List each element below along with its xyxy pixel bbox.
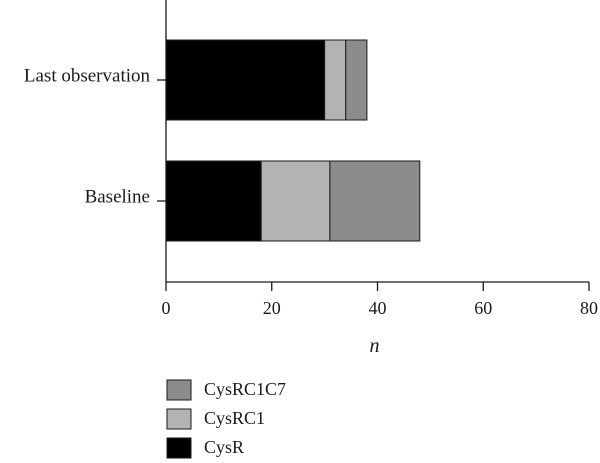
- bars-layer: [165, 39, 421, 242]
- legend-swatch-cysrc1c7: [166, 379, 192, 401]
- bar-baseline-cysr: [165, 160, 262, 242]
- legend-swatch-cysr: [166, 437, 192, 459]
- bar-last-observation-cysrc1: [324, 39, 347, 121]
- legend-swatch-cysrc1: [166, 408, 192, 430]
- axes-layer: [157, 0, 590, 291]
- bar-baseline-cysrc1: [260, 160, 331, 242]
- x-tick-label-20: 20: [263, 298, 281, 318]
- x-tick-label-0: 0: [162, 298, 171, 318]
- y-tick-label-last-observation: Last observation: [24, 65, 151, 86]
- legend: CysRC1C7 CysRC1 CysR: [166, 379, 286, 459]
- legend-label-cysrc1c7: CysRC1C7: [204, 379, 286, 399]
- x-axis-title: n: [370, 335, 380, 357]
- bar-baseline-cysrc1c7: [329, 160, 421, 242]
- y-tick-label-baseline: Baseline: [85, 186, 150, 207]
- legend-label-cysr: CysR: [204, 437, 244, 457]
- legend-label-cysrc1: CysRC1: [204, 408, 265, 428]
- bar-last-observation-cysr: [165, 39, 326, 121]
- x-tick-label-60: 60: [474, 298, 492, 318]
- labels-layer: Last observation Baseline 0 20 40 60 80 n: [24, 65, 598, 357]
- x-tick-label-80: 80: [580, 298, 598, 318]
- x-tick-label-40: 40: [369, 298, 387, 318]
- bar-last-observation-cysrc1c7: [345, 39, 368, 121]
